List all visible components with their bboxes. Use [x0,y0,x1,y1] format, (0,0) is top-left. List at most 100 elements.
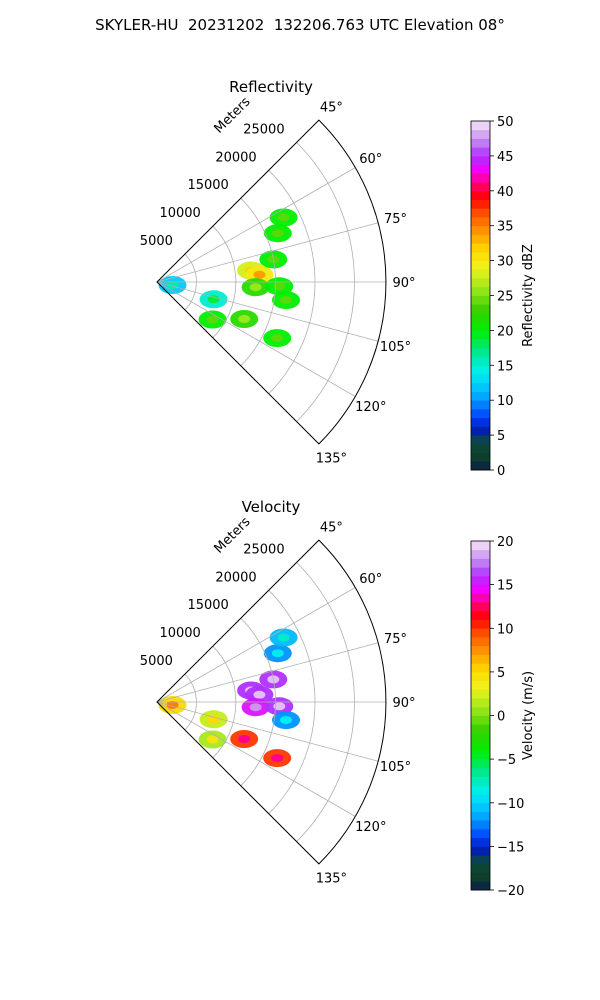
azimuth-tick-label: 75° [384,632,407,647]
colorbar-band [471,575,490,586]
echo-core-12 [206,735,219,744]
azimuth-tick-label: 90° [392,276,415,291]
sector-outline [156,539,387,865]
colorbar-tick-label: 45 [497,150,514,165]
colorbar-band [471,138,490,148]
colorbar-band [471,567,490,577]
colorbar-tick-label: 20 [497,324,514,339]
colorbar-tick-label: 25 [497,290,514,305]
colorbar-band [471,628,490,638]
colorbar-band [471,321,490,331]
colorbar-tick-label: 10 [497,622,514,637]
azimuth-gridline-120 [156,281,356,397]
figure-title: SKYLER-HU 20231202 132206.763 UTC Elevat… [95,16,505,34]
colorbar-band [471,881,490,891]
range-tick-label: 20000 [215,150,256,165]
colorbar-label: Reflectivity dBZ [521,244,536,347]
colorbar-band [471,724,490,734]
colorbar-band [471,820,490,830]
colorbar-band [471,872,490,882]
colorbar-band [471,278,490,288]
azimuth-gridline-105 [156,281,379,342]
colorbar-band [471,295,490,305]
sector-outline [156,119,387,445]
colorbar-band [471,260,490,270]
azimuth-tick-label: 135° [316,451,347,466]
colorbar-band [471,365,490,375]
colorbar-tick-label: 15 [497,579,514,594]
echo-core-10 [238,735,251,743]
colorbar-band [471,671,490,682]
echo-core-12 [206,315,219,324]
colorbar-band [471,129,490,139]
colorbar-tick-label: 15 [497,359,514,374]
range-tick-label: 20000 [215,570,256,585]
azimuth-tick-label: 120° [355,400,386,415]
azimuth-gridline-120 [156,701,356,817]
colorbar: 0 5 10 15 20 25 30 35 40 45 50 Reflectivity dBZ [470,115,536,479]
colorbar-band [471,234,490,244]
colorbar-tick-label: −5 [497,753,516,768]
echo-core-11 [271,754,284,763]
colorbar-tick-label: 5 [497,429,505,444]
echo-core-9 [207,295,220,304]
colorbar-band [471,602,490,612]
azimuth-tick-label: 60° [359,152,382,167]
colorbar-tick-label: 0 [497,710,505,725]
echo-core-6 [271,229,284,238]
colorbar-band [471,645,490,655]
colorbar-band [471,216,490,227]
colorbar-tick-label: 5 [497,666,505,681]
colorbar-band [471,173,490,183]
colorbar-band [471,584,490,594]
azimuth-tick-label: 45° [320,101,343,116]
colorbar-band [471,243,490,253]
colorbar-band [471,680,490,690]
colorbar-band [471,339,490,349]
range-tick-label: 25000 [243,122,284,137]
range-tick-label: 25000 [243,542,284,557]
colorbar-band [471,846,490,856]
range-tick-label: 10000 [159,206,200,221]
colorbar-band [471,636,490,647]
colorbar-band [471,251,490,262]
colorbar-band [471,121,490,131]
echo-core-4 [249,283,262,292]
colorbar-tick-label: 20 [497,535,514,550]
echo-core-11 [271,334,284,343]
colorbar-band [471,286,490,296]
echo-core-8 [280,296,292,305]
colorbar-band [471,426,490,436]
colorbar-tick-label: 50 [497,115,514,130]
chart-panel-2: Velocity 45° 60° 75° 90° 105° 120° 135° 5000 1000… [140,498,536,899]
colorbar-band [471,802,490,812]
colorbar-band [471,347,490,357]
range-tick-label: 15000 [187,598,228,613]
colorbar-band [471,811,490,821]
colorbar-band [471,374,490,384]
colorbar-band [471,452,490,462]
colorbar-band [471,225,490,235]
range-tick-label: 5000 [140,234,173,249]
colorbar-label: Velocity (m/s) [521,671,536,760]
colorbar-tick-label: 35 [497,220,514,235]
echo-core-10 [238,315,251,323]
echo-core-7 [277,633,290,642]
chart-title: Velocity [242,498,301,516]
colorbar-band [471,732,490,743]
range-tick-label: 10000 [159,626,200,641]
colorbar-band [471,698,490,708]
colorbar-tick-label: 40 [497,185,514,200]
azimuth-tick-label: 135° [316,871,347,886]
colorbar-band [471,593,490,603]
colorbar-band [471,417,490,427]
range-tick-label: 5000 [140,654,173,669]
azimuth-gridline-105 [156,701,379,762]
colorbar-band [471,689,490,699]
colorbar-band [471,549,490,559]
colorbar-band [471,408,490,419]
colorbar-band [471,785,490,795]
colorbar-band [471,461,490,471]
echo-core-5 [273,702,286,711]
colorbar-tick-label: −15 [497,840,524,855]
